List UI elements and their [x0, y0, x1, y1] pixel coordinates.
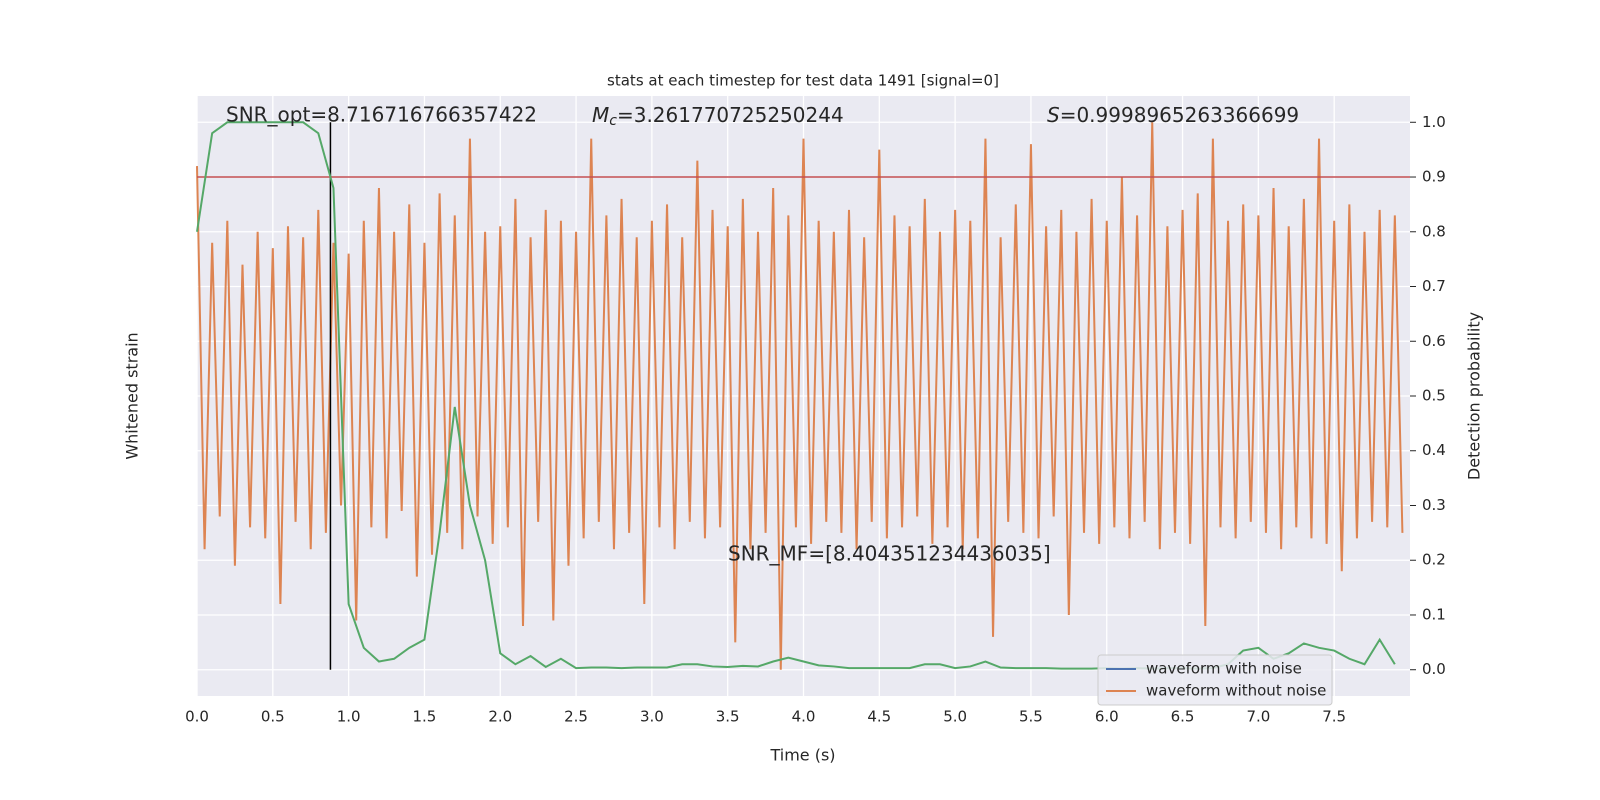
y-tick-label: 0.9 — [1422, 168, 1446, 186]
y-tick-label: 0.2 — [1422, 551, 1446, 569]
annotation: SNR_MF=[8.404351234436035] — [728, 542, 1051, 566]
x-tick-label: 5.0 — [943, 708, 967, 726]
x-tick-label: 1.0 — [337, 708, 361, 726]
y-tick-label: 0.6 — [1422, 332, 1446, 350]
x-tick-label: 0.5 — [261, 708, 285, 726]
annotation: SNR_opt=8.716716766357422 — [226, 103, 537, 127]
waveform-line — [196, 122, 1404, 670]
x-tick-label: 6.0 — [1095, 708, 1119, 726]
legend-label: waveform with noise — [1146, 660, 1302, 678]
y2-axis-label: Detection probability — [1465, 312, 1484, 480]
annotation: S=0.9998965263366699 — [1047, 103, 1299, 127]
x-tick-label: 2.0 — [488, 708, 512, 726]
x-tick-label: 6.5 — [1171, 708, 1195, 726]
y-tick-label: 0.7 — [1422, 277, 1446, 295]
y-tick-label: 0.4 — [1422, 441, 1446, 459]
legend-box — [1097, 654, 1333, 706]
x-tick-label: 2.5 — [564, 708, 588, 726]
legend-label: waveform without noise — [1146, 682, 1326, 700]
x-axis-label: Time (s) — [769, 746, 835, 765]
x-tick-label: 7.0 — [1246, 708, 1270, 726]
annotation: Mc=3.261770725250244 — [592, 103, 844, 130]
chart-title: stats at each timestep for test data 149… — [607, 72, 999, 90]
y-tick-label: 0.0 — [1422, 660, 1446, 678]
y-tick-label: 0.3 — [1422, 496, 1446, 514]
x-tick-label: 4.0 — [792, 708, 816, 726]
annotation-symbol: S — [1047, 103, 1060, 127]
annotation-text: =3.261770725250244 — [617, 103, 844, 127]
annotation-subscript: c — [609, 113, 617, 129]
y-tick-label: 1.0 — [1422, 113, 1446, 131]
annotation-text: =0.9998965263366699 — [1060, 103, 1299, 127]
annotation-symbol: M — [592, 103, 609, 127]
x-tick-label: 7.5 — [1322, 708, 1346, 726]
y-tick-label: 0.5 — [1422, 387, 1446, 405]
x-tick-label: 3.0 — [640, 708, 664, 726]
y-tick-label: 0.1 — [1422, 605, 1446, 623]
y-tick-label: 0.8 — [1422, 222, 1446, 240]
legend: waveform with noise waveform without nois… — [1097, 654, 1333, 706]
x-tick-label: 5.5 — [1019, 708, 1043, 726]
x-tick-label: 4.5 — [867, 708, 891, 726]
x-tick-label: 1.5 — [413, 708, 437, 726]
x-tick-label: 3.5 — [716, 708, 740, 726]
y-axis-label: Whitened strain — [123, 332, 142, 459]
x-tick-label: 0.0 — [185, 708, 209, 726]
